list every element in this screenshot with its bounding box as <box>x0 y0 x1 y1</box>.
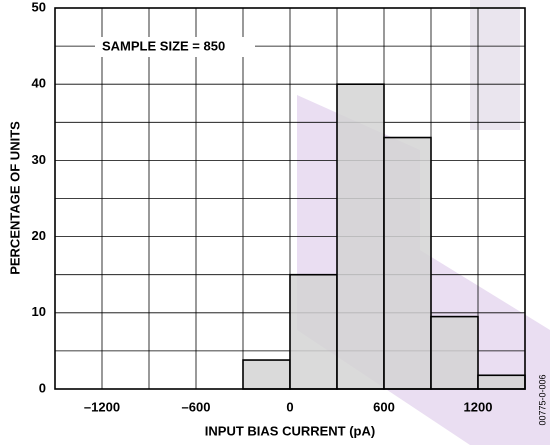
y-tick-label: 50 <box>32 0 46 14</box>
bar <box>336 83 385 390</box>
watermark <box>470 0 520 130</box>
x-tick-label: 0 <box>286 399 293 414</box>
side-note: 00775-0-006 <box>537 374 547 425</box>
y-tick-label: 40 <box>32 76 46 91</box>
y-axis-label: PERCENTAGE OF UNITS <box>7 121 22 275</box>
x-tick-label: 1200 <box>464 399 493 414</box>
annotation-bg <box>95 37 255 57</box>
bar <box>383 136 432 390</box>
bar <box>430 315 479 390</box>
y-tick-label: 30 <box>32 152 46 167</box>
annotation: SAMPLE SIZE = 850 <box>102 38 225 53</box>
x-tick-label: 600 <box>373 399 395 414</box>
bar <box>477 374 526 390</box>
plot-frame <box>54 7 526 390</box>
bar <box>289 273 338 390</box>
bar <box>242 359 291 390</box>
y-tick-label: 10 <box>32 304 46 319</box>
x-tick-label: –600 <box>182 399 211 414</box>
x-axis-label: INPUT BIAS CURRENT (pA) <box>205 423 375 438</box>
x-tick-label: –1200 <box>84 399 120 414</box>
y-tick-label: 0 <box>39 380 46 395</box>
y-tick-label: 20 <box>32 228 46 243</box>
